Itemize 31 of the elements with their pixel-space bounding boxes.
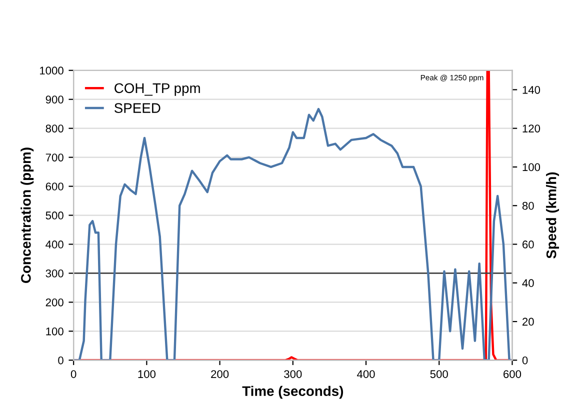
y-tick-label: 500 [46,212,64,220]
y2-tick-label: 80 [522,202,534,210]
y2-tick-label: 140 [522,86,540,94]
y2-tick-label: 100 [522,163,540,172]
y-tick-label: 600 [46,182,64,190]
x-tick-label: 600 [504,370,522,378]
x-tick-label: 300 [284,370,302,378]
legend-label: COH_TP ppm [114,83,200,96]
x-tick-label: 100 [138,370,156,378]
y2-tick-label: 60 [522,240,534,248]
y-tick-label: 700 [46,154,64,162]
y2-tick-label: 0 [522,356,528,364]
y2-tick-label: 40 [522,279,534,288]
y2-tick-label: 120 [522,124,540,132]
x-axis-title: Time (seconds) [242,386,344,399]
y2-tick-label: 20 [522,318,534,326]
y2-axis-title: Speed (km/h) [546,172,559,258]
y-tick-label: 300 [46,270,64,278]
legend-label: SPEED [114,103,160,113]
y-axis-title: Concentration (ppm) [20,148,34,283]
y-tick-label: 0 [58,356,64,364]
y-tick-label: 200 [46,298,64,306]
y-tick-label: 900 [46,96,64,104]
y-tick-label: 100 [46,327,64,336]
y-tick-label: 1000 [40,66,64,75]
y-tick-label: 800 [46,124,64,132]
x-tick-label: 200 [211,370,229,378]
x-tick-label: 400 [357,370,375,378]
x-tick-label: 0 [70,370,76,378]
y-tick-label: 400 [46,240,64,248]
x-tick-label: 500 [430,370,448,378]
